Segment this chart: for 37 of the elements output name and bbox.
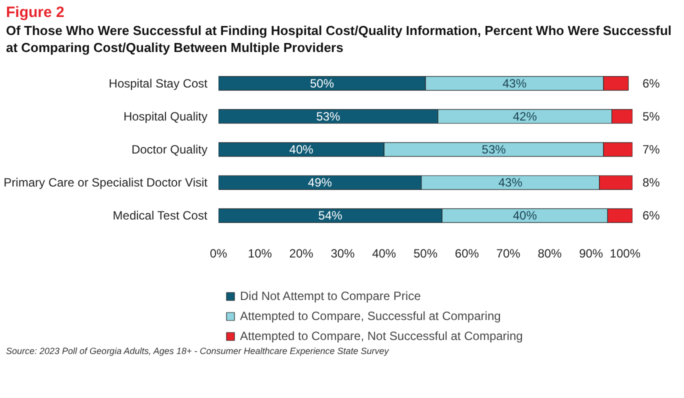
y-tick-label: Doctor Quality [131,142,208,157]
legend-label: Attempted to Compare, Not Successful at Comparing [240,329,523,344]
data-label: 53% [316,110,341,124]
data-label: 42% [512,110,538,124]
y-tick-label: Medical Test Cost [112,208,208,223]
data-label: 7% [642,142,660,157]
legend-label: Attempted to Compare, Successful at Comparing [240,309,501,324]
x-tick-label: 10% [248,246,272,261]
data-label: 43% [502,76,527,91]
text: Figure 2 [6,3,64,23]
data-label: 6% [642,76,660,91]
y-tick-label: Primary Care or Specialist Doctor Visit [4,176,208,190]
data-label: 40% [512,208,538,223]
data-label: 53% [482,142,506,157]
x-tick-label: 90% [579,246,604,261]
x-tick-label: 30% [330,246,356,261]
x-tick-label: 50% [413,246,438,261]
data-label: 50% [310,76,334,91]
y-tick-label: Hospital Quality [123,110,208,124]
x-tick-label: 70% [496,246,521,261]
data-label: 40% [289,142,314,157]
data-label: 54% [318,208,343,223]
data-label: 5% [642,110,660,124]
data-label: 8% [642,176,660,190]
y-tick-label: Hospital Stay Cost [108,76,208,91]
legend-label: Did Not Attempt to Compare Price [240,289,421,304]
x-tick-label: 100% [610,246,641,261]
x-tick-label: 0% [210,246,228,261]
data-label: 49% [308,176,332,190]
chart-subtitle: Of Those Who Were Successful at Finding Hospital Cost/Quality Information, Percent Who Were Successful at Comparing Cost/Quality Between Multiple Providers [6,23,673,58]
source-note: Source: 2023 Poll of Georgia Adults, Ages 18+ - Consumer Healthcare Experience State Survey [6,345,389,358]
data-label: 6% [642,208,660,223]
data-label: 43% [498,176,523,190]
x-tick-label: 60% [454,246,480,261]
x-tick-label: 20% [289,246,314,261]
x-tick-label: 40% [372,246,396,261]
x-tick-label: 80% [538,246,562,261]
